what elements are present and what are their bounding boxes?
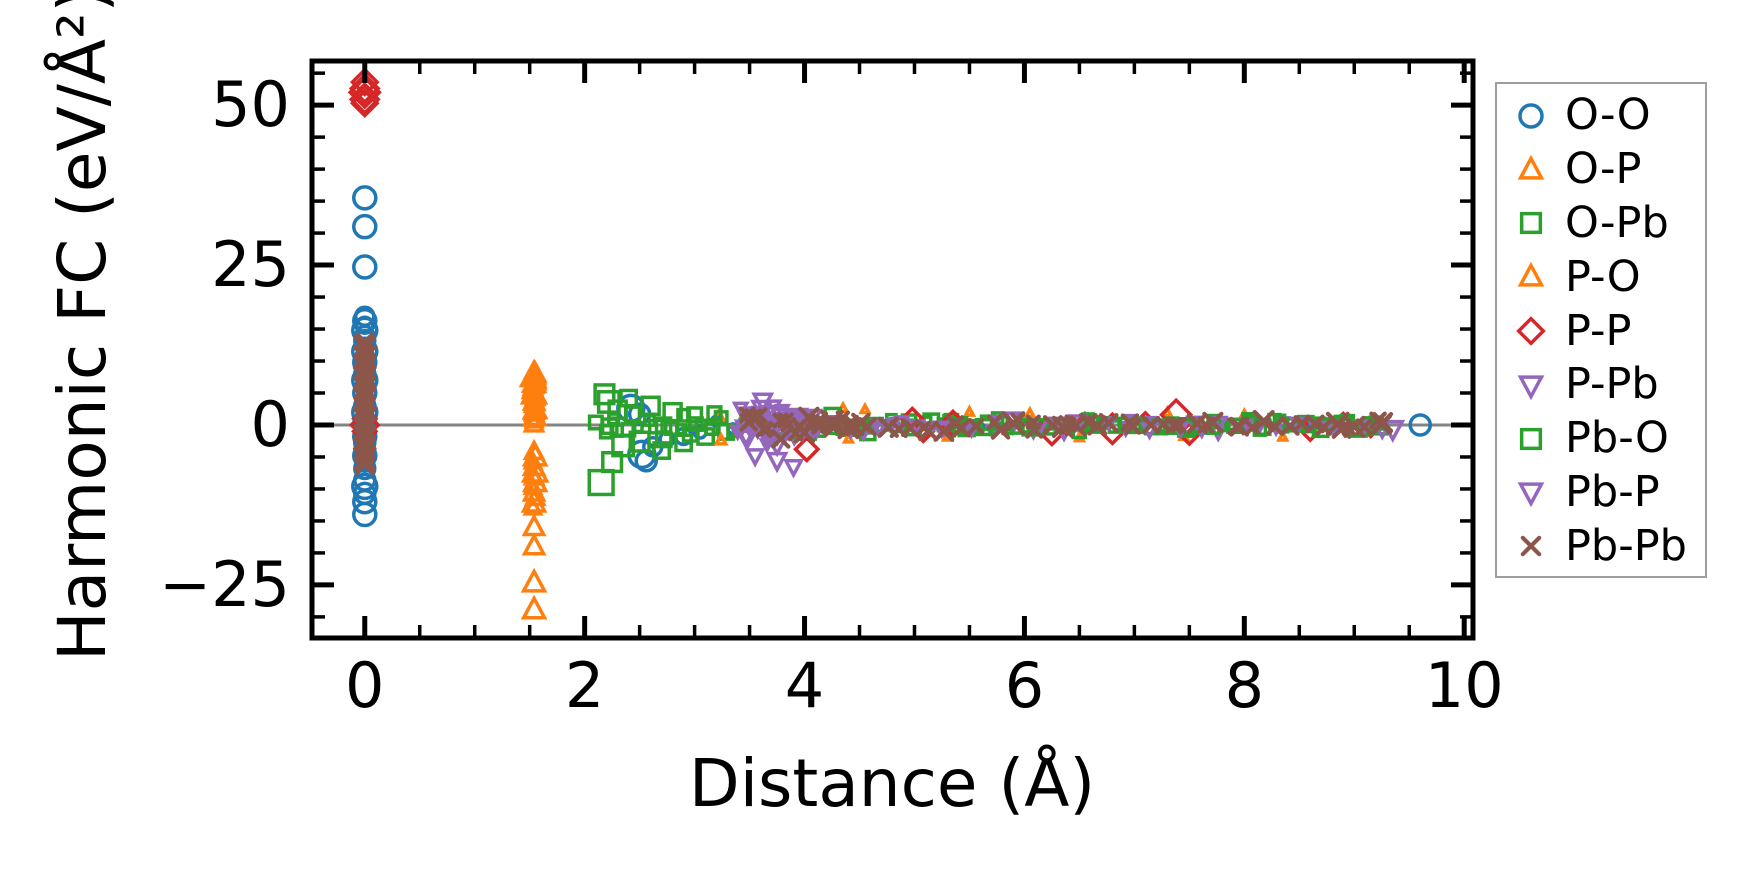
triangle-up-legend-icon — [1517, 262, 1545, 287]
legend-label: P-O — [1565, 251, 1641, 302]
legend-item: P-Pb — [1497, 358, 1705, 412]
triangle-down-legend-icon — [1517, 375, 1545, 401]
legend-item: O-O — [1497, 89, 1705, 143]
legend-item: Pb-P — [1497, 466, 1705, 520]
legend-label: Pb-Pb — [1565, 520, 1687, 571]
y-tick-label: 25 — [211, 228, 290, 302]
axes-frame — [309, 58, 1476, 641]
diamond-legend-icon — [1516, 316, 1546, 346]
y-tick-label: 50 — [211, 68, 290, 142]
legend-label: O-O — [1565, 90, 1651, 141]
x-tick-label: 0 — [345, 649, 385, 722]
legend-label: P-Pb — [1565, 359, 1659, 410]
legend-label: O-P — [1565, 144, 1642, 195]
legend-label: O-Pb — [1565, 197, 1669, 248]
x-tick-label: 8 — [1224, 649, 1265, 722]
legend-item: Pb-O — [1497, 412, 1705, 466]
legend-item: O-P — [1497, 143, 1705, 197]
legend: O-O O-P O-Pb P-O P-P P-Pb Pb-O Pb-P Pb-Pb — [1495, 82, 1707, 578]
triangle-up-legend-icon — [1517, 154, 1545, 180]
x-tick-label: 4 — [784, 649, 825, 722]
legend-label: Pb-P — [1565, 466, 1660, 517]
series-O-O — [351, 185, 1432, 528]
x-axis-title: Distance (Å) — [688, 745, 1096, 822]
x-tick-label: 2 — [564, 649, 605, 722]
legend-item: P-O — [1497, 250, 1705, 304]
y-tick-label: −25 — [159, 547, 290, 621]
legend-label: P-P — [1565, 305, 1632, 356]
circle-legend-icon — [1518, 103, 1544, 129]
legend-label: Pb-O — [1565, 413, 1669, 464]
legend-item: O-Pb — [1497, 197, 1705, 251]
square-legend-icon — [1519, 427, 1543, 450]
square-legend-icon — [1519, 212, 1543, 235]
series-P-O — [520, 359, 1290, 620]
series-Pb-Pb — [352, 332, 1394, 475]
y-tick-label: 0 — [250, 387, 290, 461]
x-tick-label: 10 — [1424, 649, 1504, 722]
triangle-down-legend-icon — [1517, 482, 1545, 508]
legend-item: Pb-Pb — [1497, 519, 1705, 573]
x-tick-label: 6 — [1004, 649, 1045, 722]
x-legend-icon — [1520, 535, 1542, 557]
legend-item: P-P — [1497, 304, 1705, 358]
